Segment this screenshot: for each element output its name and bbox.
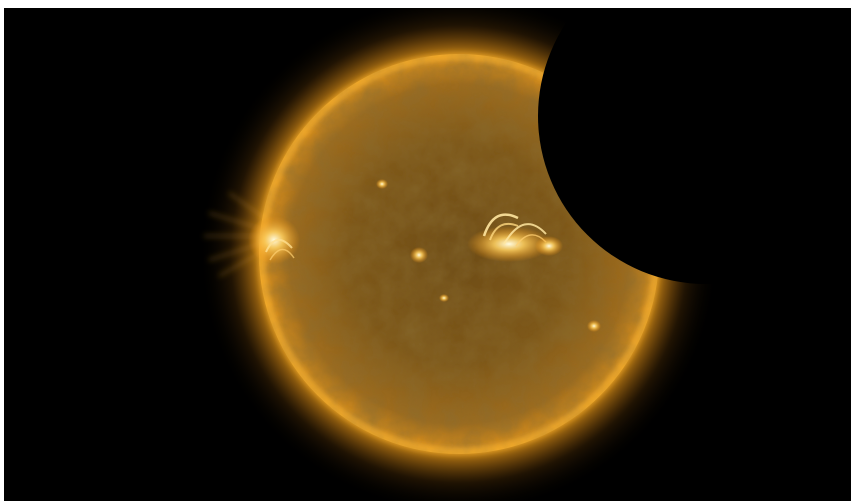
moon-silhouette [538, 8, 851, 284]
active-region-left [248, 216, 300, 264]
bright-points [376, 179, 601, 332]
active-region-center [467, 213, 563, 262]
eclipse-svg [4, 8, 851, 501]
eclipse-image [4, 8, 851, 501]
